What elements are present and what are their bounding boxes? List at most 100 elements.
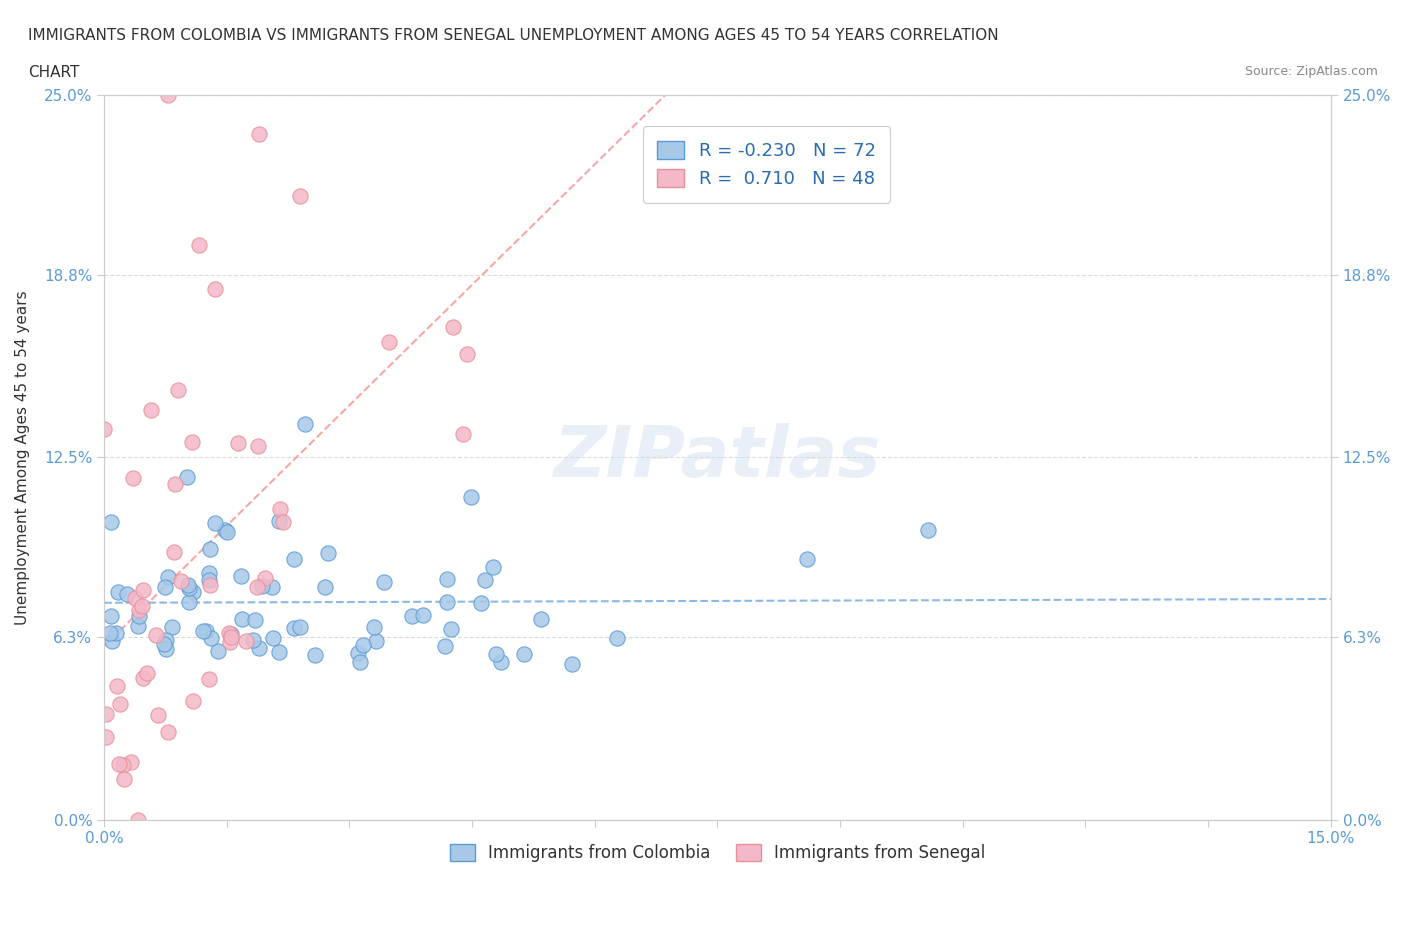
Point [132, 582, 155, 597]
Point [364, 633, 387, 648]
Point [153, 637, 176, 652]
Point [131, 598, 153, 613]
Point [436, 594, 458, 609]
Point [127, 812, 149, 827]
Point [108, 697, 131, 711]
Legend: Immigrants from Colombia, Immigrants from Senegal: Immigrants from Colombia, Immigrants fro… [443, 838, 991, 870]
Point [197, 671, 219, 686]
Point [288, 619, 311, 634]
Point [460, 490, 482, 505]
Point [485, 646, 508, 661]
Point [917, 523, 939, 538]
Point [195, 624, 218, 639]
Point [347, 645, 370, 660]
Point [155, 642, 177, 657]
Point [105, 625, 128, 640]
Point [796, 552, 818, 567]
Point [288, 189, 311, 204]
Point [93, 421, 115, 436]
Point [561, 657, 583, 671]
Text: IMMIGRANTS FROM COLOMBIA VS IMMIGRANTS FROM SENEGAL UNEMPLOYMENT AMONG AGES 45 T: IMMIGRANTS FROM COLOMBIA VS IMMIGRANTS F… [28, 28, 998, 43]
Point [155, 632, 177, 647]
Point [401, 609, 423, 624]
Point [214, 523, 236, 538]
Point [474, 572, 496, 587]
Point [304, 648, 326, 663]
Point [153, 579, 176, 594]
Point [530, 612, 553, 627]
Point [180, 434, 202, 449]
Point [316, 546, 339, 561]
Point [204, 281, 226, 296]
Point [107, 584, 129, 599]
Point [451, 427, 474, 442]
Point [433, 638, 456, 653]
Point [183, 585, 205, 600]
Point [207, 644, 229, 658]
Point [128, 608, 150, 623]
Point [162, 545, 184, 560]
Point [145, 628, 167, 643]
Point [191, 623, 214, 638]
Point [219, 627, 242, 642]
Point [112, 758, 135, 773]
Point [157, 569, 180, 584]
Point [139, 403, 162, 418]
Point [163, 476, 186, 491]
Point [245, 579, 267, 594]
Point [198, 566, 221, 581]
Point [218, 625, 240, 640]
Point [107, 757, 129, 772]
Text: CHART: CHART [28, 65, 80, 80]
Point [219, 630, 242, 644]
Point [294, 417, 316, 432]
Point [235, 633, 257, 648]
Point [167, 383, 190, 398]
Point [156, 88, 179, 103]
Point [100, 514, 122, 529]
Point [373, 574, 395, 589]
Point [94, 707, 117, 722]
Point [197, 572, 219, 587]
Point [412, 607, 434, 622]
Point [100, 633, 122, 648]
Point [128, 603, 150, 618]
Point [246, 439, 269, 454]
Point [127, 618, 149, 633]
Text: ZIPatlas: ZIPatlas [554, 423, 882, 492]
Point [100, 608, 122, 623]
Point [249, 127, 271, 142]
Point [489, 655, 512, 670]
Point [226, 435, 249, 450]
Point [247, 640, 270, 655]
Point [482, 560, 505, 575]
Point [283, 551, 305, 566]
Point [441, 320, 464, 335]
Point [606, 631, 628, 645]
Point [436, 572, 458, 587]
Point [157, 724, 180, 739]
Point [269, 644, 291, 659]
Point [252, 578, 274, 593]
Point [243, 613, 266, 628]
Point [177, 581, 200, 596]
Point [187, 237, 209, 252]
Point [219, 634, 242, 649]
Point [179, 595, 201, 610]
Point [183, 694, 205, 709]
Point [262, 631, 284, 645]
Point [177, 578, 200, 592]
Point [470, 595, 492, 610]
Point [271, 515, 294, 530]
Point [124, 591, 146, 605]
Point [513, 647, 536, 662]
Point [363, 619, 385, 634]
Point [242, 633, 264, 648]
Point [198, 542, 221, 557]
Point [215, 525, 238, 539]
Point [198, 578, 221, 593]
Point [204, 516, 226, 531]
Point [314, 579, 336, 594]
Point [283, 620, 305, 635]
Point [105, 679, 128, 694]
